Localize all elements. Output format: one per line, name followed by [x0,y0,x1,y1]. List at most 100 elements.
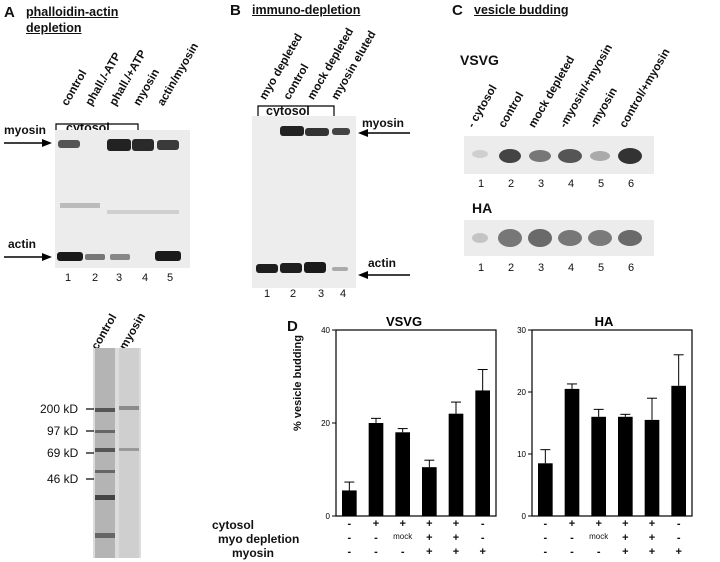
panel-c-letter: C [452,2,463,19]
condition-myo-cell: - [543,532,548,544]
bar [448,413,464,516]
coomassie-gel [93,348,141,558]
bar [342,490,357,516]
lane-num-c6b: 6 [628,262,635,274]
chart-title-vsvg: VSVG [386,314,422,329]
condition-cytosol-cell: - [347,518,352,530]
vsvg-label: VSVG [460,52,499,68]
bar [618,416,633,516]
lane-num-c1b: 1 [478,262,485,274]
chart-frame [531,329,693,517]
condition-myo-cell: - [570,532,574,544]
y-tick-label: 40 [321,326,330,335]
bar [564,388,580,516]
condition-myosin-cell: + [622,546,629,558]
western-blot-a [55,130,190,268]
condition-myo-cell: mock [589,532,609,541]
lane-num-c6: 6 [628,178,635,190]
mw-46: 46 kD [47,472,79,486]
condition-myosin-cell: - [374,546,378,558]
condition-myosin-cell: - [347,546,352,558]
vsvg-blot [464,136,654,174]
cond-label-myo: myo depletion [218,532,300,546]
lane-num-a5: 5 [167,272,174,284]
lane-num-c4b: 4 [568,262,575,274]
bar [368,423,384,516]
y-tick-label: 0 [522,512,527,521]
condition-myo-cell: mock [393,532,413,541]
bar [538,463,553,516]
condition-myosin-cell: - [543,546,548,558]
condition-cytosol-cell: + [622,518,629,530]
actin-label-b: actin [368,256,397,270]
condition-myo-cell: - [480,532,485,544]
y-tick-label: 10 [517,450,526,459]
condition-cytosol-cell: + [568,518,576,530]
cond-label-cytosol: cytosol [212,518,255,532]
bar [644,419,660,516]
lane-num-a1: 1 [65,272,72,284]
condition-cytosol-cell: - [543,518,548,530]
mw-69: 69 kD [47,446,79,460]
condition-myosin-cell: + [675,546,682,558]
myosin-label-a: myosin [4,123,47,137]
condition-myosin-cell: - [570,546,574,558]
condition-cytosol-cell: - [676,518,681,530]
bar [671,385,686,516]
y-tick-label: 20 [321,419,330,428]
bar [475,390,490,516]
mw-200: 200 kD [40,402,79,416]
condition-myo-cell: - [676,532,681,544]
y-tick-label: 0 [326,512,331,521]
panel-b-title: immuno-depletion [252,3,361,17]
lane-num-c2: 2 [508,178,515,190]
panel-a-letter: A [4,4,15,21]
bar [591,416,606,516]
lane-num-c3b: 3 [538,262,545,274]
condition-myo-cell: - [347,532,352,544]
condition-myosin-cell: + [452,546,460,558]
lane-num-c4: 4 [568,178,575,190]
lane-num-c5: 5 [598,178,605,190]
condition-cytosol-cell: - [480,518,485,530]
lane-num-a4: 4 [142,272,149,284]
lane-num-b3: 3 [318,288,325,300]
lane-num-b1: 1 [264,288,271,300]
condition-myo-cell: + [622,532,629,544]
condition-cytosol-cell: + [648,518,656,530]
cond-label-myosin: myosin [232,546,275,560]
cytosol-label-b: cytosol [266,104,310,118]
actin-label-a: actin [8,237,37,251]
western-blot-b [252,116,356,288]
condition-myo-cell: + [452,532,460,544]
panel-b-letter: B [230,2,241,19]
panel-a-title-line2: depletion [26,21,82,35]
lane-num-c2b: 2 [508,262,515,274]
condition-myo-cell: + [648,532,656,544]
condition-myosin-cell: + [648,546,656,558]
lane-num-a2: 2 [92,272,99,284]
lane-num-b2: 2 [290,288,297,300]
panel-c-title: vesicle budding [474,3,569,17]
condition-cytosol-cell: + [399,518,406,530]
condition-myosin-cell: + [426,546,433,558]
condition-myosin-cell: - [596,546,601,558]
condition-myo-cell: - [374,532,378,544]
condition-myo-cell: + [426,532,433,544]
y-tick-label: 20 [517,388,526,397]
lane-num-c3: 3 [538,178,545,190]
condition-myosin-cell: + [479,546,486,558]
ha-label: HA [472,200,493,216]
chart-title-ha: HA [595,314,614,329]
condition-myosin-cell: - [400,546,405,558]
lane-num-a3: 3 [116,272,123,284]
lane-num-b4: 4 [340,288,347,300]
condition-cytosol-cell: + [372,518,380,530]
condition-cytosol-cell: + [452,518,460,530]
mw-97: 97 kD [47,424,79,438]
panel-a-title-line1: phalloidin-actin [26,5,119,19]
